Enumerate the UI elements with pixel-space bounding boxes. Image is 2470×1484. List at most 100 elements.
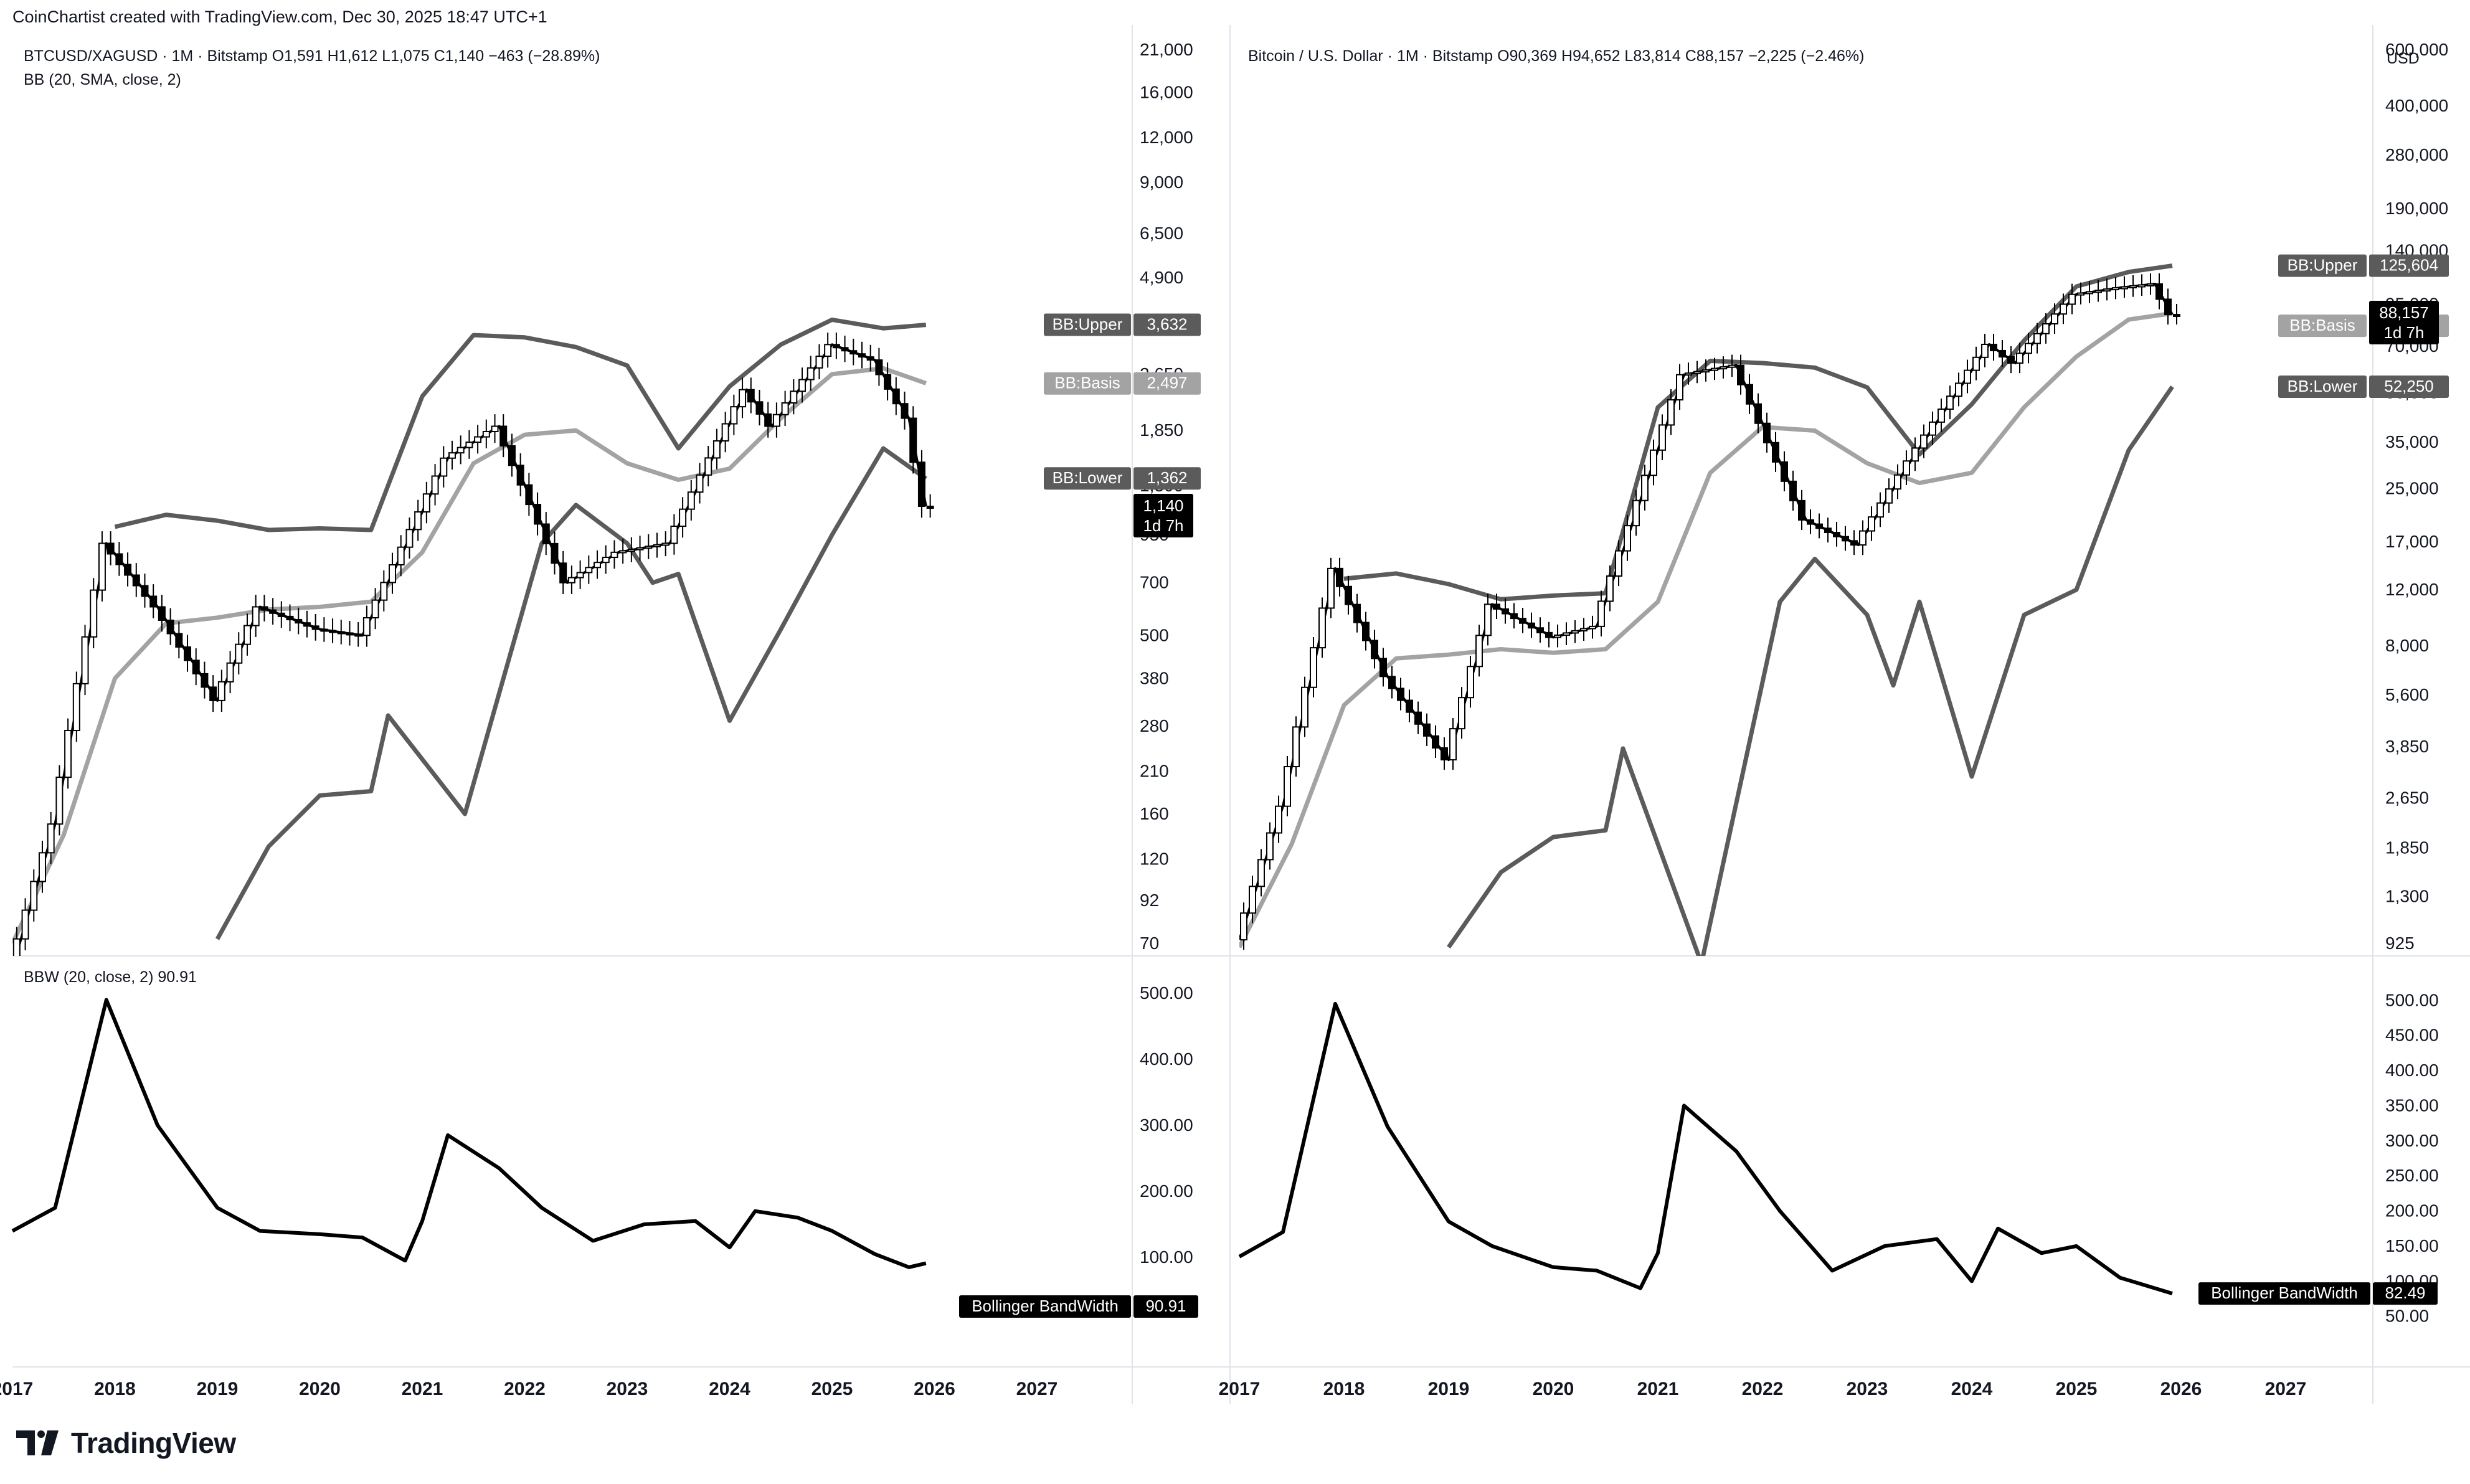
right-candle-body xyxy=(2112,287,2119,291)
left-badge-basis-label-bg xyxy=(1044,372,1131,395)
right-x-tick-2: 2019 xyxy=(1428,1379,1470,1399)
right-candle-body xyxy=(1868,516,1875,532)
right-price-tick-2: 280,000 xyxy=(2385,145,2448,164)
right-candle-body xyxy=(2103,288,2111,292)
tradingview-brand[interactable]: TradingView xyxy=(16,1426,236,1460)
left-price-tick-14: 280 xyxy=(1140,716,1169,735)
left-candle-body xyxy=(440,457,448,477)
left-candle-body xyxy=(260,606,268,611)
left-candle-body xyxy=(559,562,567,584)
left-badge-upper: BB:Upper 3,632 xyxy=(1044,313,1201,336)
left-candle-body xyxy=(815,356,823,369)
left-candle-body xyxy=(696,474,704,493)
right-x-tick-7: 2024 xyxy=(1951,1379,1993,1399)
left-candle-body xyxy=(217,681,225,701)
right-candle-body xyxy=(1510,613,1518,620)
right-x-tick-3: 2020 xyxy=(1533,1379,1574,1399)
left-candle-body xyxy=(747,389,755,403)
right-candle-body xyxy=(1885,488,1893,504)
left-candle-body xyxy=(235,643,243,664)
right-candle-body xyxy=(1406,699,1413,713)
right-candle-body xyxy=(1964,369,1971,384)
left-badge-basis: BB:Basis 2,497 xyxy=(1044,372,1201,395)
left-candle-body xyxy=(30,881,38,911)
right-candle-body xyxy=(1693,371,1701,374)
right-badge-bbw-label: Bollinger BandWidth xyxy=(2211,1283,2358,1302)
right-candle-body xyxy=(1284,766,1291,807)
right-price-plot xyxy=(1239,263,2180,956)
left-price-plot xyxy=(12,317,934,956)
left-candle-body xyxy=(81,636,89,684)
right-candle-body xyxy=(1397,688,1404,701)
left-badge-basis-label: BB:Basis xyxy=(1054,374,1120,392)
left-candle-body xyxy=(567,577,575,584)
left-candle-body xyxy=(482,431,490,438)
right-price-tick-16: 1,850 xyxy=(2385,838,2429,857)
left-price-tick-2: 12,000 xyxy=(1140,128,1193,147)
left-badge-upper-value-bg xyxy=(1133,313,1201,336)
left-candle-body xyxy=(755,401,764,415)
left-candle-body xyxy=(602,556,610,564)
right-candle-body xyxy=(1371,640,1378,659)
right-candle-body xyxy=(1545,631,1553,638)
left-x-tick-9: 2026 xyxy=(914,1379,955,1399)
left-candle-body xyxy=(798,379,807,392)
left-badge-bbw-value: 90.91 xyxy=(1145,1297,1186,1315)
left-candle-body xyxy=(866,356,874,361)
right-candle-body xyxy=(2033,333,2041,344)
right-candle-body xyxy=(1981,344,1989,358)
right-badge-basis-label-bg xyxy=(2278,314,2367,338)
right-bbw-tick-2: 400.00 xyxy=(2385,1061,2439,1080)
left-candle-body xyxy=(636,547,644,551)
left-candle-body xyxy=(192,659,200,674)
left-price-tick-3: 9,000 xyxy=(1140,173,1183,192)
left-candle-body xyxy=(576,572,584,579)
right-bbw-tick-6: 200.00 xyxy=(2385,1201,2439,1221)
right-candle-body xyxy=(1615,550,1622,577)
left-candle-body xyxy=(661,542,670,546)
right-candle-body xyxy=(1362,621,1370,641)
left-badge-bbw-value-bg xyxy=(1133,1295,1198,1318)
left-badge-bbw: Bollinger BandWidth 90.91 xyxy=(959,1295,1198,1318)
left-candle-body xyxy=(448,452,456,459)
right-bbw-tick-5: 250.00 xyxy=(2385,1166,2439,1185)
right-candle-body xyxy=(1911,447,1919,462)
right-candle-body xyxy=(1423,723,1431,737)
left-candle-body xyxy=(594,562,602,569)
right-price-tick-9: 25,000 xyxy=(2385,478,2439,498)
right-candle-body xyxy=(1737,364,1744,385)
right-candle-body xyxy=(1388,676,1396,689)
right-price-tick-17: 1,300 xyxy=(2385,887,2429,906)
left-candle-body xyxy=(474,436,482,443)
left-candle-body xyxy=(917,461,925,507)
right-candle-body xyxy=(1580,628,1588,631)
right-price-tick-18: 925 xyxy=(2385,933,2415,953)
right-candle-body xyxy=(1257,859,1265,887)
left-candle-body xyxy=(610,551,618,558)
left-candle-body xyxy=(371,599,379,619)
right-candle-body xyxy=(2025,343,2032,354)
right-candle-body xyxy=(1754,403,1762,424)
left-candle-body xyxy=(115,553,123,565)
left-candle-body xyxy=(619,550,627,554)
right-series-bb-basis xyxy=(1239,311,2173,948)
right-candle-body xyxy=(1781,461,1788,482)
left-candle-body xyxy=(380,582,388,601)
right-bbw-tick-7: 150.00 xyxy=(2385,1236,2439,1255)
right-x-tick-5: 2022 xyxy=(1742,1379,1784,1399)
left-price-tick-8: 1,850 xyxy=(1140,420,1183,440)
left-x-tick-10: 2027 xyxy=(1016,1379,1058,1399)
right-candle-body xyxy=(1449,728,1457,761)
right-candle-body xyxy=(1763,422,1771,443)
right-candle-body xyxy=(1894,474,1901,490)
left-indicator-title: BB (20, SMA, close, 2) xyxy=(24,71,181,88)
right-badge-lower-label: BB:Lower xyxy=(2288,377,2358,395)
left-x-tick-5: 2022 xyxy=(504,1379,546,1399)
left-badge-bbw-label: Bollinger BandWidth xyxy=(972,1297,1119,1315)
left-badge-lower-value-bg xyxy=(1133,467,1201,490)
right-candle-body xyxy=(1772,442,1779,463)
left-candle-body xyxy=(465,442,473,448)
left-x-tick-6: 2023 xyxy=(607,1379,648,1399)
right-candle-body xyxy=(1807,519,1814,525)
left-price-tick-12: 500 xyxy=(1140,625,1169,645)
